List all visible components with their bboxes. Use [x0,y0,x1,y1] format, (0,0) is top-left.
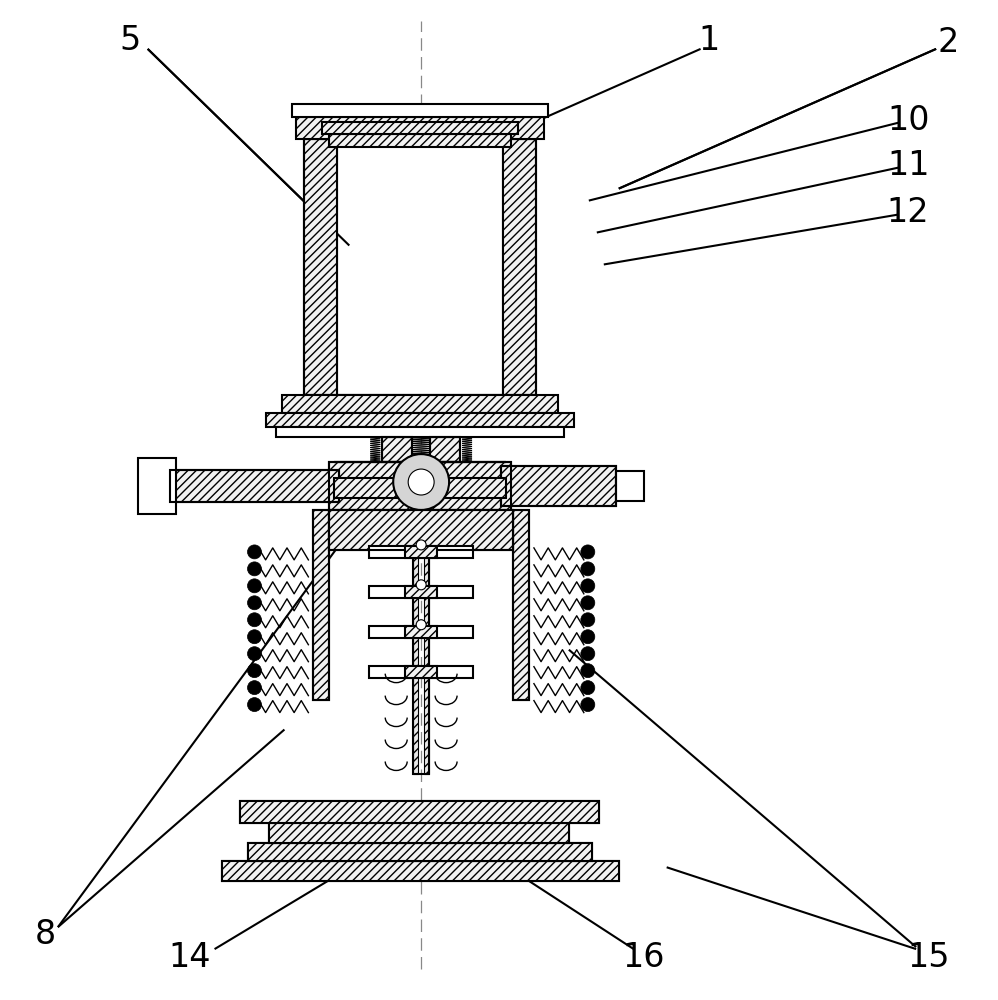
Circle shape [416,540,426,550]
Bar [170,470,339,502]
Bar [501,466,616,506]
Bar [304,139,536,395]
Bar [405,546,437,558]
Bar [170,470,339,502]
Circle shape [581,596,595,610]
Bar [248,843,592,861]
Text: 11: 11 [887,149,929,182]
Circle shape [248,613,261,627]
Circle shape [248,664,261,678]
Circle shape [248,681,261,695]
Bar [337,139,503,395]
Circle shape [581,630,595,644]
Circle shape [248,579,261,593]
Bar [329,462,511,510]
Text: 8: 8 [34,918,56,951]
Circle shape [248,647,261,661]
Bar [276,427,564,437]
Bar [503,139,536,395]
Text: 1: 1 [698,24,720,57]
Bar [430,437,460,462]
Bar [413,550,418,774]
Circle shape [581,579,595,593]
Circle shape [248,596,261,610]
Bar [296,117,544,139]
Bar [501,466,616,506]
Circle shape [248,562,261,576]
Bar [313,510,329,700]
Text: 5: 5 [119,24,141,57]
Bar [222,861,619,881]
Bar [334,478,506,498]
Circle shape [248,698,261,712]
Bar [322,122,518,134]
Bar [430,437,460,462]
Text: 15: 15 [907,941,949,974]
Bar [329,510,513,550]
Bar [382,437,412,462]
Bar [369,626,473,638]
Bar [313,510,329,700]
Text: 14: 14 [169,941,211,974]
Circle shape [581,681,595,695]
Bar [282,395,558,413]
Bar [329,510,513,550]
Circle shape [408,469,434,495]
Bar [222,861,619,881]
Text: 2: 2 [937,26,959,59]
Text: 10: 10 [887,104,929,137]
Circle shape [248,630,261,644]
Circle shape [248,545,261,559]
Bar [382,437,412,462]
Bar [248,843,592,861]
Bar [424,550,429,774]
Bar [405,626,437,638]
Bar [405,586,437,598]
Circle shape [581,562,595,576]
Bar [369,586,473,598]
Bar [240,801,599,823]
Bar [413,550,429,774]
Bar [292,104,548,117]
Circle shape [581,698,595,712]
Bar [304,139,337,395]
Text: 16: 16 [623,941,665,974]
Bar [269,823,569,843]
Bar [405,666,437,678]
Bar [266,413,574,427]
Circle shape [581,545,595,559]
Circle shape [393,454,449,510]
Bar [513,510,529,700]
Bar [369,546,473,558]
Bar [329,134,511,147]
Text: 12: 12 [887,196,929,229]
Bar [616,471,644,501]
Bar [138,458,176,514]
Circle shape [581,664,595,678]
Circle shape [416,580,426,590]
Bar [240,801,599,823]
Bar [513,510,529,700]
Circle shape [581,613,595,627]
Circle shape [581,647,595,661]
Bar [369,666,473,678]
Circle shape [416,620,426,630]
Bar [269,823,569,843]
Bar [329,462,511,510]
